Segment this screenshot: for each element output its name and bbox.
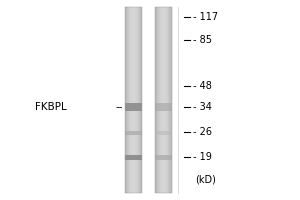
Bar (128, 7, 129, 193)
Bar (163, 7, 164, 193)
Bar (161, 7, 162, 193)
Bar (133, 7, 134, 193)
Bar (157, 7, 158, 193)
Bar (159, 7, 160, 193)
Bar (131, 7, 132, 193)
Text: - 19: - 19 (193, 152, 212, 162)
Bar (158, 7, 160, 193)
Bar (167, 7, 168, 193)
Bar (135, 7, 136, 193)
Bar (165, 7, 166, 193)
Bar (125, 103, 142, 111)
Bar (155, 7, 172, 193)
Text: FKBPL: FKBPL (34, 102, 66, 112)
Bar (126, 7, 127, 193)
Bar (162, 7, 163, 193)
Bar (164, 7, 165, 193)
Bar (127, 7, 128, 193)
Bar (125, 131, 142, 135)
Bar (125, 7, 142, 193)
Text: - 26: - 26 (193, 127, 212, 137)
Text: - 85: - 85 (193, 35, 212, 45)
Bar (155, 155, 172, 160)
Text: --: -- (116, 102, 123, 112)
Bar (167, 7, 169, 193)
Bar (168, 7, 169, 193)
Bar (166, 7, 167, 193)
Text: - 48: - 48 (193, 81, 212, 91)
Bar (139, 7, 140, 193)
Bar (164, 7, 165, 193)
Bar (170, 7, 171, 193)
Bar (171, 7, 172, 193)
Bar (130, 7, 131, 193)
Bar (125, 7, 127, 193)
Bar (132, 7, 133, 193)
Text: - 34: - 34 (193, 102, 212, 112)
Bar (156, 7, 157, 193)
Bar (129, 7, 130, 193)
Bar (155, 131, 172, 135)
Bar (155, 103, 172, 111)
Bar (134, 7, 135, 193)
Bar (155, 7, 156, 193)
Bar (136, 7, 137, 193)
Bar (169, 7, 170, 193)
Bar (160, 7, 161, 193)
Text: - 117: - 117 (193, 12, 218, 22)
Bar (139, 7, 140, 193)
Bar (158, 7, 159, 193)
Bar (125, 155, 142, 160)
Bar (137, 7, 138, 193)
Bar (140, 7, 141, 193)
Bar (141, 7, 142, 193)
Bar (134, 7, 136, 193)
Bar (138, 7, 139, 193)
Text: (kD): (kD) (195, 174, 216, 184)
